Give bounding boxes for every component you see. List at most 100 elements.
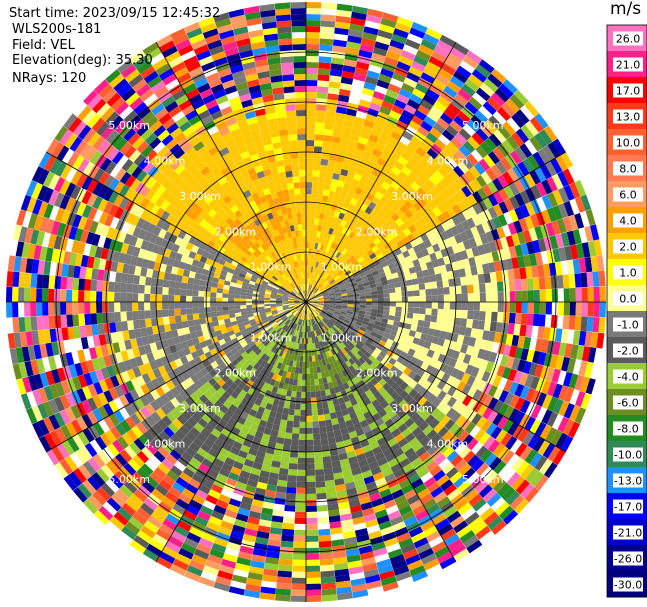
velocity-gate <box>526 278 534 291</box>
velocity-gate <box>324 332 329 339</box>
velocity-gate <box>550 314 558 329</box>
velocity-gate <box>306 284 308 291</box>
velocity-gate <box>581 302 588 317</box>
velocity-gate <box>419 302 426 309</box>
velocity-gate <box>397 437 409 448</box>
velocity-gate <box>456 381 467 392</box>
velocity-gate <box>318 276 323 282</box>
velocity-gate <box>449 309 456 318</box>
velocity-gate <box>343 120 354 129</box>
velocity-gate <box>412 220 422 230</box>
velocity-gate <box>306 218 311 225</box>
velocity-gate <box>279 552 293 560</box>
velocity-gate <box>435 322 443 331</box>
velocity-gate <box>313 288 318 294</box>
velocity-gate <box>354 324 361 330</box>
velocity-gate <box>395 302 402 307</box>
velocity-gate <box>314 451 323 458</box>
velocity-gate <box>326 105 337 113</box>
velocity-gate <box>427 444 439 456</box>
velocity-gate <box>497 214 508 227</box>
velocity-gate <box>441 272 449 281</box>
velocity-gate <box>529 253 538 267</box>
velocity-gate <box>463 535 479 549</box>
velocity-gate <box>299 361 303 368</box>
velocity-gate <box>315 281 321 288</box>
velocity-gate <box>533 289 540 302</box>
velocity-gate <box>503 302 510 313</box>
velocity-gate <box>12 317 20 333</box>
velocity-gate <box>306 278 309 285</box>
velocity-gate <box>578 257 587 273</box>
velocity-gate <box>306 451 315 458</box>
velocity-gate <box>456 212 467 223</box>
velocity-gate <box>395 297 402 302</box>
velocity-gate <box>379 442 390 452</box>
velocity-gate <box>524 173 536 188</box>
velocity-gate <box>323 281 330 287</box>
velocity-gate <box>310 391 316 398</box>
velocity-gate <box>370 128 382 138</box>
velocity-gate <box>364 284 371 290</box>
velocity-gate <box>534 474 549 491</box>
velocity-gate <box>382 374 391 383</box>
velocity-gate <box>371 341 379 348</box>
velocity-gate <box>316 104 327 111</box>
velocity-gate <box>458 145 471 158</box>
velocity-gate <box>355 221 363 230</box>
velocity-gate <box>42 274 50 289</box>
velocity-gate <box>384 342 392 350</box>
velocity-gate <box>384 432 395 443</box>
velocity-gate <box>344 176 354 185</box>
velocity-gate <box>344 282 351 287</box>
velocity-gate <box>36 288 43 302</box>
velocity-gate <box>354 263 362 270</box>
velocity-gate <box>318 269 323 276</box>
velocity-gate <box>570 244 579 260</box>
velocity-gate <box>174 308 181 316</box>
velocity-gate <box>291 433 300 440</box>
velocity-gate <box>487 410 499 423</box>
velocity-gate <box>358 232 367 240</box>
velocity-gate <box>475 145 488 159</box>
velocity-gate <box>355 253 362 261</box>
velocity-gate <box>455 293 462 302</box>
velocity-gate <box>470 114 484 128</box>
velocity-gate <box>390 373 400 383</box>
velocity-gate <box>442 446 455 458</box>
velocity-gate <box>511 257 520 269</box>
velocity-gate <box>391 104 404 115</box>
velocity-gate <box>285 493 296 500</box>
velocity-gate <box>461 310 468 319</box>
velocity-gate <box>323 129 333 136</box>
velocity-gate <box>382 12 399 23</box>
velocity-gate <box>361 150 372 160</box>
velocity-gate <box>294 409 301 416</box>
velocity-gate <box>412 313 420 320</box>
velocity-gate <box>327 93 339 101</box>
velocity-gate <box>322 264 327 271</box>
velocity-gate <box>331 229 338 237</box>
velocity-gate <box>351 128 362 137</box>
velocity-gate <box>503 198 515 212</box>
velocity-gate <box>347 302 354 305</box>
velocity-gate <box>371 308 378 314</box>
velocity-gate <box>462 434 474 447</box>
velocity-gate <box>324 239 330 246</box>
velocity-gate <box>385 395 395 405</box>
velocity-gate <box>362 368 371 377</box>
velocity-gate <box>537 326 545 340</box>
velocity-gate <box>312 427 320 434</box>
velocity-gate <box>328 292 335 296</box>
velocity-gate <box>319 546 333 554</box>
velocity-gate <box>366 249 374 257</box>
velocity-gate <box>432 243 441 253</box>
velocity-gate <box>338 284 346 290</box>
velocity-gate <box>114 282 121 293</box>
velocity-gate <box>437 426 449 438</box>
velocity-gate <box>349 319 357 324</box>
velocity-gate <box>497 143 510 158</box>
velocity-gate <box>456 403 467 415</box>
velocity-gate <box>349 197 358 206</box>
velocity-gate <box>311 303 318 306</box>
